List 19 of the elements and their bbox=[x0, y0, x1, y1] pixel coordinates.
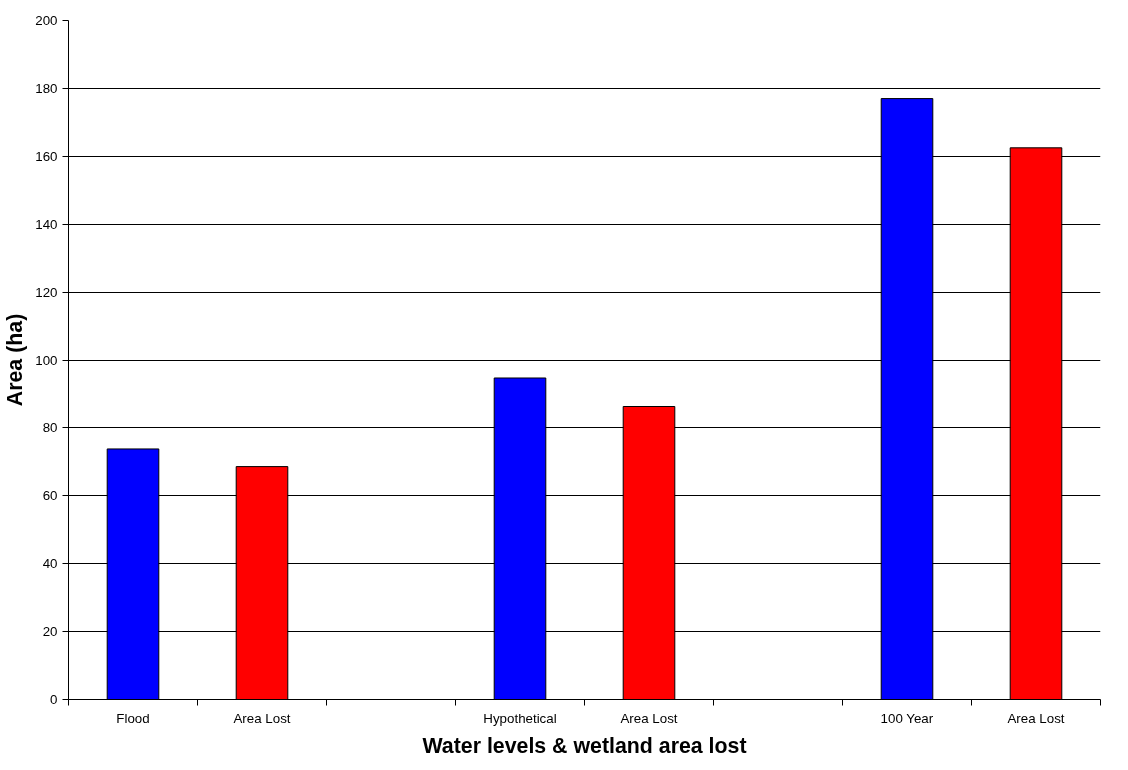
x-tick-label: Hypothetical bbox=[483, 710, 557, 726]
y-tick-label: 40 bbox=[42, 556, 58, 572]
x-tick-label: Area Lost bbox=[1007, 710, 1065, 726]
y-tick-label: 60 bbox=[42, 488, 58, 504]
y-tick-label: 200 bbox=[35, 13, 58, 28]
y-tick-label: 80 bbox=[42, 420, 58, 436]
y-tick-label: 160 bbox=[35, 148, 58, 164]
y-tick-label: 180 bbox=[35, 80, 58, 96]
y-tick-label: 0 bbox=[50, 692, 58, 707]
x-tick-label: Flood bbox=[116, 710, 150, 726]
x-tick-label: Area Lost bbox=[620, 710, 678, 726]
y-tick-label: 140 bbox=[35, 216, 58, 232]
y-tick-label: 20 bbox=[42, 624, 58, 640]
x-tick-label: 100 Year bbox=[880, 710, 934, 726]
y-tick-label: 100 bbox=[35, 352, 58, 368]
y-axis-title: Area (ha) bbox=[3, 313, 28, 407]
x-axis-title: Water levels & wetland area lost bbox=[422, 733, 747, 758]
y-tick-label: 120 bbox=[35, 284, 58, 300]
x-tick-label: Area Lost bbox=[233, 710, 291, 726]
